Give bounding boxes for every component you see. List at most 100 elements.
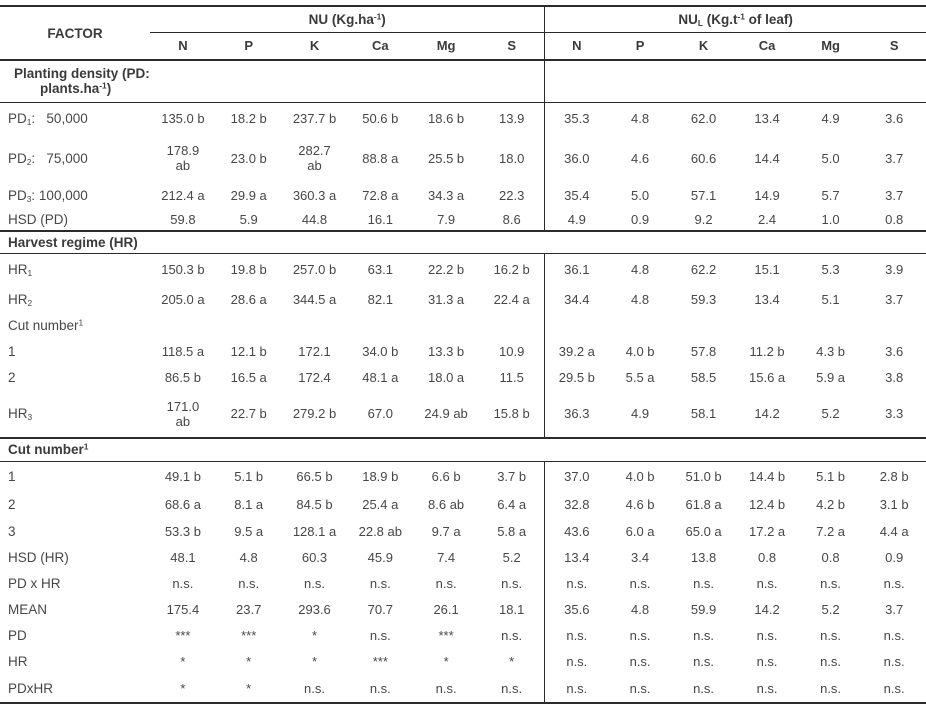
- value-cell: 5.5 a: [625, 369, 655, 385]
- value-cell: 8.6: [502, 212, 521, 227]
- value-cell: 37.0: [544, 461, 609, 491]
- table-row: HR * * * *** * * n.s. n.s. n.s. n.s. n.s. n.s.: [0, 648, 926, 674]
- value-cell: ***: [438, 627, 454, 643]
- value-cell: 8.6 ab: [428, 497, 465, 512]
- value-cell: n.s.: [238, 575, 260, 591]
- value-cell: 5.3: [821, 262, 840, 278]
- value-cell: 360.3 a: [292, 187, 337, 203]
- value-cell: 84.5 b: [296, 497, 333, 512]
- value-cell: 82.1: [367, 291, 393, 307]
- value-cell: 65.0 a: [685, 524, 722, 539]
- factor-cell: HSD (PD): [8, 212, 68, 227]
- value-cell: 25.5 b: [428, 150, 465, 166]
- value-cell: *: [180, 680, 186, 696]
- value-cell: 2.8 b: [879, 468, 909, 484]
- value-cell: *: [311, 653, 318, 669]
- value-cell: [150, 312, 216, 338]
- nutrient-column-header: N: [150, 32, 216, 61]
- value-cell: 18.6 b: [428, 111, 465, 127]
- value-cell: n.s.: [693, 680, 715, 696]
- value-cell: [862, 312, 926, 338]
- value-cell: 3.7: [885, 291, 904, 307]
- value-cell: 35.3: [544, 102, 609, 135]
- value-cell: 53.3 b: [164, 524, 201, 539]
- value-cell: 57.8: [690, 343, 717, 359]
- value-cell: n.s.: [544, 622, 609, 648]
- value-cell: 3.4: [631, 550, 650, 565]
- value-cell: 172.4: [298, 369, 331, 385]
- table-row: PD2: 75,000 178.9 ab 23.0 b 282.7 ab 88.8 a 25.…: [0, 135, 926, 181]
- value-cell: 4.8: [239, 550, 258, 565]
- value-cell: 23.7: [236, 601, 262, 617]
- factor-cell: HR: [8, 653, 28, 669]
- value-cell: 4.9: [631, 406, 650, 421]
- value-cell: 5.9 a: [816, 369, 846, 385]
- table-row: PD3: 100,000 212.4 a 29.9 a 360.3 a 72.8 a 34…: [0, 181, 926, 209]
- value-cell: 70.7: [367, 601, 393, 617]
- factor-cell: 1: [8, 343, 16, 359]
- value-cell: 24.9 ab: [424, 406, 468, 421]
- value-cell: 12.4 b: [749, 497, 786, 512]
- value-cell: 135.0 b: [161, 111, 205, 127]
- value-cell: 68.6 a: [164, 497, 201, 512]
- value-cell: n.s.: [501, 680, 523, 696]
- value-cell: n.s.: [544, 674, 609, 703]
- value-cell: 3.7: [885, 601, 904, 617]
- value-cell: 0.8: [821, 550, 840, 565]
- table-row: HR1 150.3 b 19.8 b 257.0 b 63.1 22.2 b 16.2 b 3…: [0, 253, 926, 286]
- value-cell: 28.6 a: [230, 291, 267, 307]
- table-row: 3 53.3 b 9.5 a 128.1 a 22.8 ab 9.7 a 5.8 a 43.6…: [0, 518, 926, 545]
- value-cell: 3.3: [885, 406, 904, 421]
- value-cell: 34.4: [544, 286, 609, 312]
- value-cell: 14.9: [754, 187, 780, 203]
- value-cell: [672, 312, 736, 338]
- value-cell: 22.8 ab: [358, 524, 402, 539]
- value-cell: 3.7: [885, 187, 904, 203]
- value-cell: 43.6: [544, 518, 609, 545]
- value-cell: 29.9 a: [230, 187, 267, 203]
- value-cell: 22.7 b: [230, 406, 267, 421]
- value-cell: 12.1 b: [230, 343, 267, 359]
- value-cell: 4.8: [631, 601, 650, 617]
- value-cell: 62.2: [690, 262, 717, 278]
- value-cell: *: [180, 653, 186, 669]
- value-cell: ***: [241, 627, 257, 643]
- value-cell: 86.5 b: [164, 369, 201, 385]
- value-cell: 4.0 b: [625, 343, 655, 359]
- factor-cell: PD2: 75,000: [8, 150, 88, 167]
- value-cell: 3.8: [885, 369, 904, 385]
- value-cell: *: [443, 653, 449, 669]
- value-cell: 72.8 a: [362, 187, 399, 203]
- value-cell: 18.1: [499, 601, 525, 617]
- value-cell: 14.4: [754, 150, 780, 166]
- nul-group-header: NUL (Kg.t-1 of leaf): [544, 6, 926, 33]
- value-cell: 5.2: [502, 550, 521, 565]
- value-cell: 45.9: [367, 550, 393, 565]
- value-cell: 57.1: [690, 187, 717, 203]
- section-header-cell: Planting density (PD: plants.ha-1): [0, 60, 545, 103]
- value-cell: 5.9: [239, 212, 258, 227]
- value-cell: n.s.: [883, 680, 905, 696]
- value-cell: 22.4 a: [493, 291, 530, 307]
- nutrient-column-header: K: [281, 32, 348, 61]
- value-cell: 13.4: [754, 111, 780, 127]
- value-cell: 59.8: [170, 212, 196, 227]
- value-cell: 14.2: [754, 601, 780, 617]
- value-cell: 32.8: [544, 491, 609, 518]
- value-cell: 18.9 b: [362, 468, 399, 484]
- nutrient-column-header: P: [215, 32, 282, 61]
- value-cell: 205.0 a: [161, 291, 205, 307]
- value-cell: 13.4: [754, 291, 780, 307]
- value-cell: 66.5 b: [296, 468, 333, 484]
- value-cell: ***: [372, 653, 388, 669]
- nutrient-column-header: S: [862, 32, 926, 61]
- factor-cell: PDxHR: [8, 680, 54, 696]
- table-row: PD x HR n.s. n.s. n.s. n.s. n.s. n.s. n.s. n.s. n…: [0, 570, 926, 596]
- factor-cell: 1: [8, 468, 16, 484]
- value-cell: n.s.: [820, 680, 842, 696]
- value-cell: n.s.: [820, 653, 842, 669]
- table-row: 1 118.5 a 12.1 b 172.1 34.0 b 13.3 b 10.9 39.2 …: [0, 338, 926, 364]
- value-cell: 36.1: [544, 253, 609, 286]
- value-cell: 58.1: [690, 406, 717, 421]
- value-cell: 3.7 b: [497, 468, 527, 484]
